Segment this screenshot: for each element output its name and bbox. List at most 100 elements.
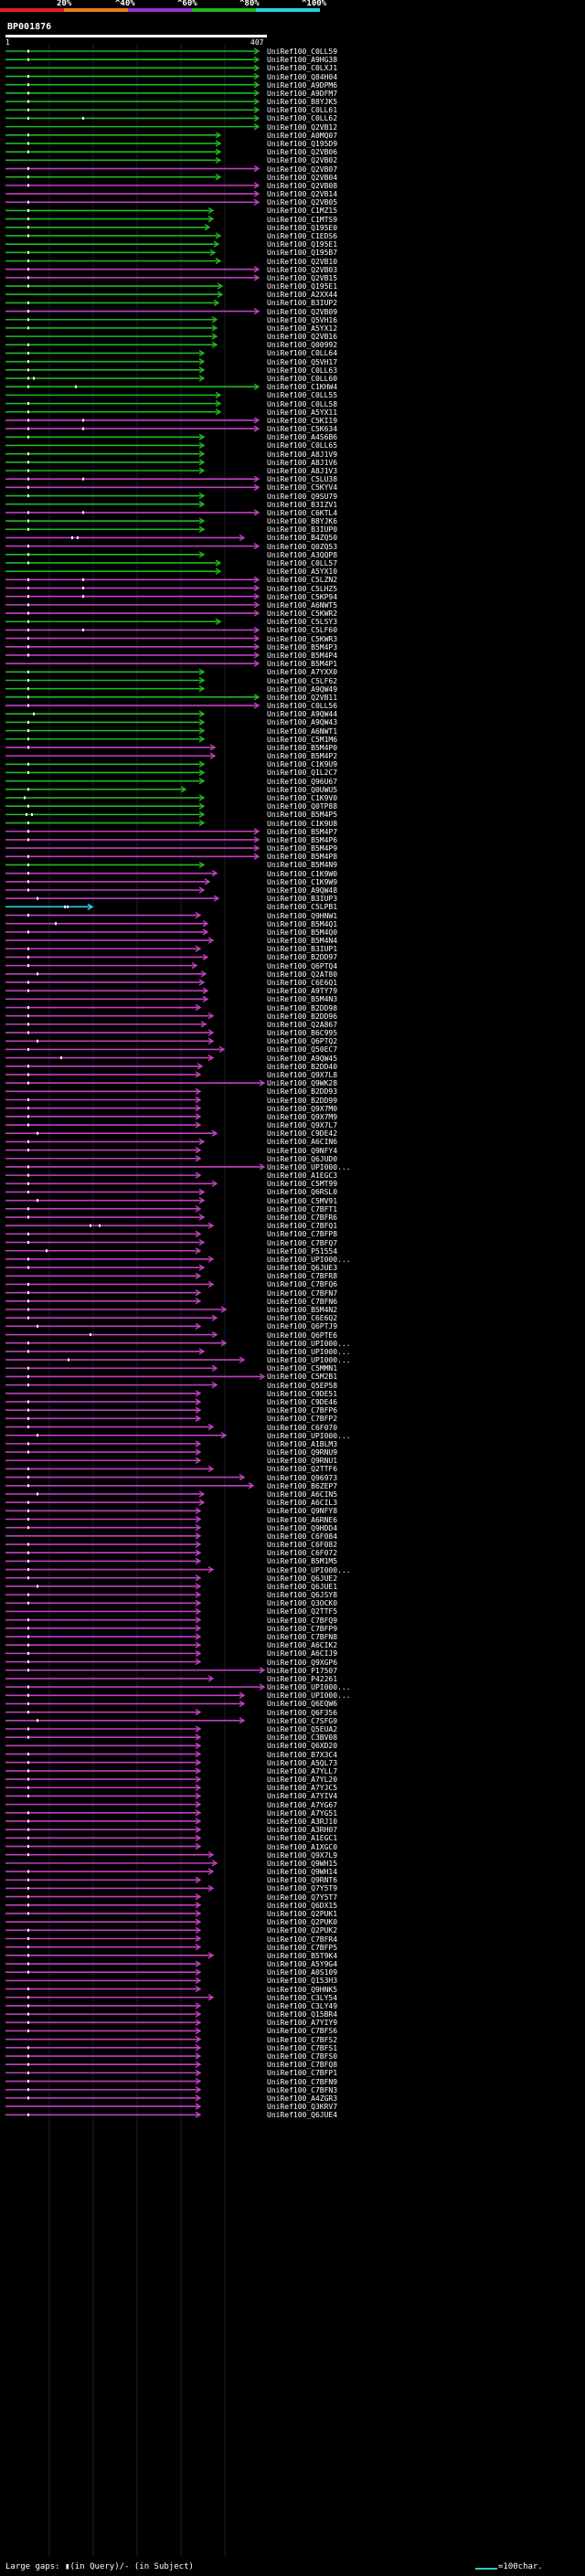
hit-label-link[interactable]: UniRef100_B5M4N3 xyxy=(267,995,338,1004)
hit-label-link[interactable]: UniRef100_UPI000... xyxy=(267,1162,351,1171)
hit-label-link[interactable]: UniRef100_Q9X7L9 xyxy=(267,1850,338,1860)
hit-label-link[interactable]: UniRef100_Q2VB03 xyxy=(267,265,338,274)
hit-label-link[interactable]: UniRef100_Q9X7L7 xyxy=(267,1121,338,1130)
hit-label-link[interactable]: UniRef100_C0LL56 xyxy=(267,702,338,711)
hit-label-link[interactable]: UniRef100_Q9WK28 xyxy=(267,1079,338,1088)
hit-label-link[interactable]: UniRef100_Q2VB14 xyxy=(267,190,338,199)
hit-label-link[interactable]: UniRef100_C0LL59 xyxy=(267,48,338,56)
hit-label-link[interactable]: UniRef100_C9DE46 xyxy=(267,1397,338,1406)
hit-label-link[interactable]: UniRef100_B5M4P9 xyxy=(267,844,338,853)
hit-label-link[interactable]: UniRef100_C7BFQ6 xyxy=(267,1280,338,1289)
hit-label-link[interactable]: UniRef100_C5LPB1 xyxy=(267,903,338,912)
hit-label-link[interactable]: UniRef100_C5KI19 xyxy=(267,416,338,425)
hit-label-link[interactable]: UniRef100_Q6PTJ9 xyxy=(267,1322,338,1331)
hit-label-link[interactable]: UniRef100_Q6EQW6 xyxy=(267,1700,338,1709)
hit-label-link[interactable]: UniRef100_Q84H04 xyxy=(267,72,338,81)
hit-label-link[interactable]: UniRef100_C7BFP5 xyxy=(267,1943,338,1952)
hit-label-link[interactable]: UniRef100_A8J1V3 xyxy=(267,467,338,475)
hit-label-link[interactable]: UniRef100_Q5VH17 xyxy=(267,357,338,366)
hit-label-link[interactable]: UniRef100_A7YJC5 xyxy=(267,1784,338,1793)
hit-label-link[interactable]: UniRef100_Q9HNK5 xyxy=(267,1985,338,1994)
hit-label-link[interactable]: UniRef100_Q9NFY8 xyxy=(267,1507,338,1516)
hit-label-link[interactable]: UniRef100_Q195E0 xyxy=(267,223,338,232)
hit-label-link[interactable]: UniRef100_C7SFG9 xyxy=(267,1716,338,1725)
hit-label-link[interactable]: UniRef100_Q2PUK2 xyxy=(267,1926,338,1935)
hit-label-link[interactable]: UniRef100_C5LSY3 xyxy=(267,618,338,627)
hit-label-link[interactable]: UniRef100_A9DFM7 xyxy=(267,89,338,98)
hit-label-link[interactable]: UniRef100_A5YX12 xyxy=(267,323,338,333)
hit-label-link[interactable]: UniRef100_A1EGC3 xyxy=(267,1171,338,1181)
hit-label-link[interactable]: UniRef100_Q9HNW1 xyxy=(267,911,338,920)
hit-label-link[interactable]: UniRef100_Q2VB06 xyxy=(267,148,338,157)
hit-label-link[interactable]: UniRef100_Q2VB08 xyxy=(267,181,338,190)
hit-label-link[interactable]: UniRef100_A9QW45 xyxy=(267,1054,338,1063)
hit-label-link[interactable]: UniRef100_B5M4N2 xyxy=(267,1306,338,1314)
hit-label-link[interactable]: UniRef100_C6F070 xyxy=(267,1423,338,1432)
hit-label-link[interactable]: UniRef100_C0LL63 xyxy=(267,366,338,375)
hit-label-link[interactable]: UniRef100_B2DD96 xyxy=(267,1012,338,1021)
hit-label-link[interactable]: UniRef100_Q6RSL0 xyxy=(267,1188,338,1197)
hit-label-link[interactable]: UniRef100_B5M4P5 xyxy=(267,811,338,820)
hit-label-link[interactable]: UniRef100_B5M4P3 xyxy=(267,642,338,652)
hit-label-link[interactable]: UniRef100_A9QW44 xyxy=(267,710,338,719)
hit-label-link[interactable]: UniRef100_Q9X7M0 xyxy=(267,1104,338,1113)
hit-label-link[interactable]: UniRef100_C7BFT1 xyxy=(267,1204,338,1214)
hit-label-link[interactable]: UniRef100_C6KTL4 xyxy=(267,508,338,517)
hit-label-link[interactable]: UniRef100_A0MQ07 xyxy=(267,131,338,140)
hit-label-link[interactable]: UniRef100_Q6DX15 xyxy=(267,1901,338,1910)
hit-label-link[interactable]: UniRef100_Q9NFY4 xyxy=(267,1146,338,1155)
hit-label-link[interactable]: UniRef100_C7BFS6 xyxy=(267,2027,338,2036)
hit-label-link[interactable]: UniRef100_C1K9V0 xyxy=(267,794,338,803)
hit-label-link[interactable]: UniRef100_Q2VB09 xyxy=(267,307,338,316)
hit-label-link[interactable]: UniRef100_A7YXX0 xyxy=(267,668,338,677)
hit-label-link[interactable]: UniRef100_Q2VB05 xyxy=(267,198,338,207)
hit-label-link[interactable]: UniRef100_Q195E1 xyxy=(267,240,338,249)
hit-label-link[interactable]: UniRef100_C6E6Q2 xyxy=(267,1314,338,1323)
hit-label-link[interactable]: UniRef100_Q6JUE4 xyxy=(267,2111,338,2120)
hit-label-link[interactable]: UniRef100_C1MTS9 xyxy=(267,215,338,224)
hit-label-link[interactable]: UniRef100_A4ZGR3 xyxy=(267,2094,338,2103)
hit-label-link[interactable]: UniRef100_Q2PUK0 xyxy=(267,1918,338,1927)
hit-label-link[interactable]: UniRef100_A1XGC0 xyxy=(267,1842,338,1851)
hit-label-link[interactable]: UniRef100_Q2VB04 xyxy=(267,173,338,182)
hit-label-link[interactable]: UniRef100_B5M4N9 xyxy=(267,861,338,870)
hit-label-link[interactable]: UniRef100_C0LXJ1 xyxy=(267,64,338,73)
hit-label-link[interactable]: UniRef100_Q0ZQ53 xyxy=(267,542,338,551)
hit-label-link[interactable]: UniRef100_Q7Y5T9 xyxy=(267,1884,338,1893)
hit-label-link[interactable]: UniRef100_Q2A867 xyxy=(267,1020,338,1029)
hit-label-link[interactable]: UniRef100_B3IUP0 xyxy=(267,525,338,535)
hit-label-link[interactable]: UniRef100_Q9RNU9 xyxy=(267,1448,338,1458)
hit-label-link[interactable]: UniRef100_Q195B7 xyxy=(267,249,338,258)
hit-label-link[interactable]: UniRef100_C5LZN2 xyxy=(267,576,338,585)
hit-label-link[interactable]: UniRef100_C9DE51 xyxy=(267,1389,338,1398)
hit-label-link[interactable]: UniRef100_Q9WH15 xyxy=(267,1859,338,1868)
hit-label-link[interactable]: UniRef100_B5T9K4 xyxy=(267,1951,338,1960)
hit-label-link[interactable]: UniRef100_A5YX10 xyxy=(267,567,338,577)
hit-label-link[interactable]: UniRef100_A7YIY9 xyxy=(267,2019,338,2028)
hit-label-link[interactable]: UniRef100_C7BFQ8 xyxy=(267,2061,338,2070)
hit-label-link[interactable]: UniRef100_B3IUP1 xyxy=(267,945,338,954)
hit-label-link[interactable]: UniRef100_C6F084 xyxy=(267,1532,338,1541)
hit-label-link[interactable]: UniRef100_B8YJK6 xyxy=(267,517,338,526)
hit-label-link[interactable]: UniRef100_A0S109 xyxy=(267,1968,338,1977)
hit-label-link[interactable]: UniRef100_A3RJ10 xyxy=(267,1817,338,1826)
hit-label-link[interactable]: UniRef100_A1EGC1 xyxy=(267,1834,338,1843)
hit-label-link[interactable]: UniRef100_Q6PTQ2 xyxy=(267,1037,338,1046)
hit-label-link[interactable]: UniRef100_B2DD97 xyxy=(267,953,338,962)
hit-label-link[interactable]: UniRef100_A2XX44 xyxy=(267,291,338,300)
hit-label-link[interactable]: UniRef100_Q2TTF5 xyxy=(267,1607,338,1617)
hit-label-link[interactable]: UniRef100_A4S6B6 xyxy=(267,433,338,442)
hit-label-link[interactable]: UniRef100_C1K9W0 xyxy=(267,869,338,878)
hit-label-link[interactable]: UniRef100_Q2TTF6 xyxy=(267,1465,338,1474)
hit-label-link[interactable]: UniRef100_Q96973 xyxy=(267,1473,338,1482)
hit-label-link[interactable]: UniRef100_A5QL73 xyxy=(267,1758,338,1767)
hit-label-link[interactable]: UniRef100_B3IZV1 xyxy=(267,500,338,509)
hit-label-link[interactable]: UniRef100_A6RNE6 xyxy=(267,1515,338,1524)
hit-label-link[interactable]: UniRef100_C7BFP6 xyxy=(267,1406,338,1415)
hit-label-link[interactable]: UniRef100_B5M4P6 xyxy=(267,835,338,844)
hit-label-link[interactable]: UniRef100_C7BFR8 xyxy=(267,1272,338,1281)
hit-label-link[interactable]: UniRef100_B2DD99 xyxy=(267,1096,338,1105)
hit-label-link[interactable]: UniRef100_Q195D9 xyxy=(267,139,338,148)
hit-label-link[interactable]: UniRef100_A3QQP8 xyxy=(267,550,338,559)
hit-label-link[interactable]: UniRef100_B5M4P4 xyxy=(267,651,338,660)
